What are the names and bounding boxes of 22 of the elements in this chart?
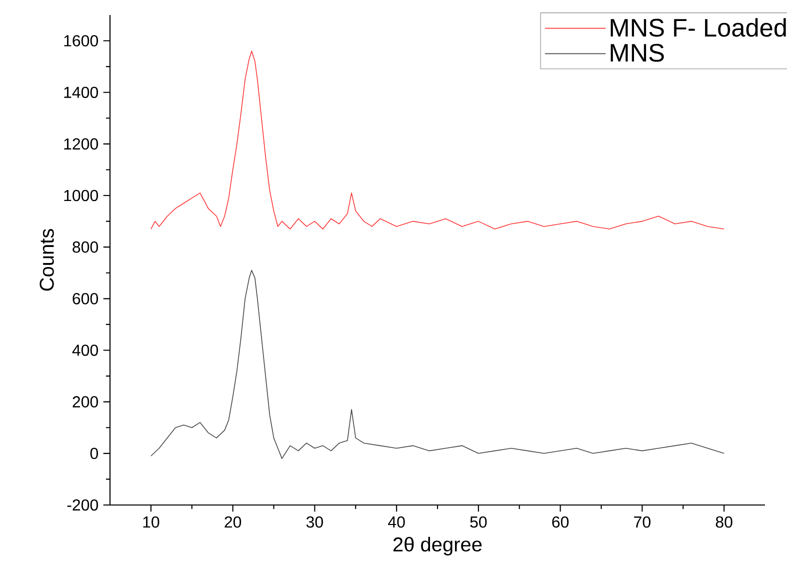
y-tick-label: 1200 (64, 138, 98, 150)
y-tick-label: 0 (90, 448, 98, 460)
x-tick-label: 20 (224, 516, 242, 528)
legend-label: MNS F- Loaded (610, 18, 786, 37)
y-tick-label: 400 (72, 344, 98, 356)
x-tick-label: 80 (716, 516, 732, 528)
y-tick-label: -200 (67, 499, 98, 511)
y-tick-label: 1600 (64, 35, 98, 46)
x-tick-label: 60 (552, 516, 569, 528)
legend-label: MNS (610, 44, 664, 62)
x-tick-label: 30 (306, 516, 323, 528)
x-axis-title: 2θ degree (393, 536, 482, 556)
x-tick-label: 50 (470, 516, 487, 528)
y-tick-label: 600 (72, 293, 98, 304)
x-tick-label: 70 (634, 516, 650, 528)
y-tick-label: 200 (72, 396, 98, 408)
x-tick-label: 10 (143, 516, 160, 528)
x-tick-label: 40 (388, 516, 405, 528)
y-tick-label: 1400 (64, 86, 98, 98)
y-axis-title: Counts (40, 229, 54, 291)
y-tick-label: 1000 (64, 190, 98, 202)
y-tick-label: 800 (72, 241, 98, 253)
